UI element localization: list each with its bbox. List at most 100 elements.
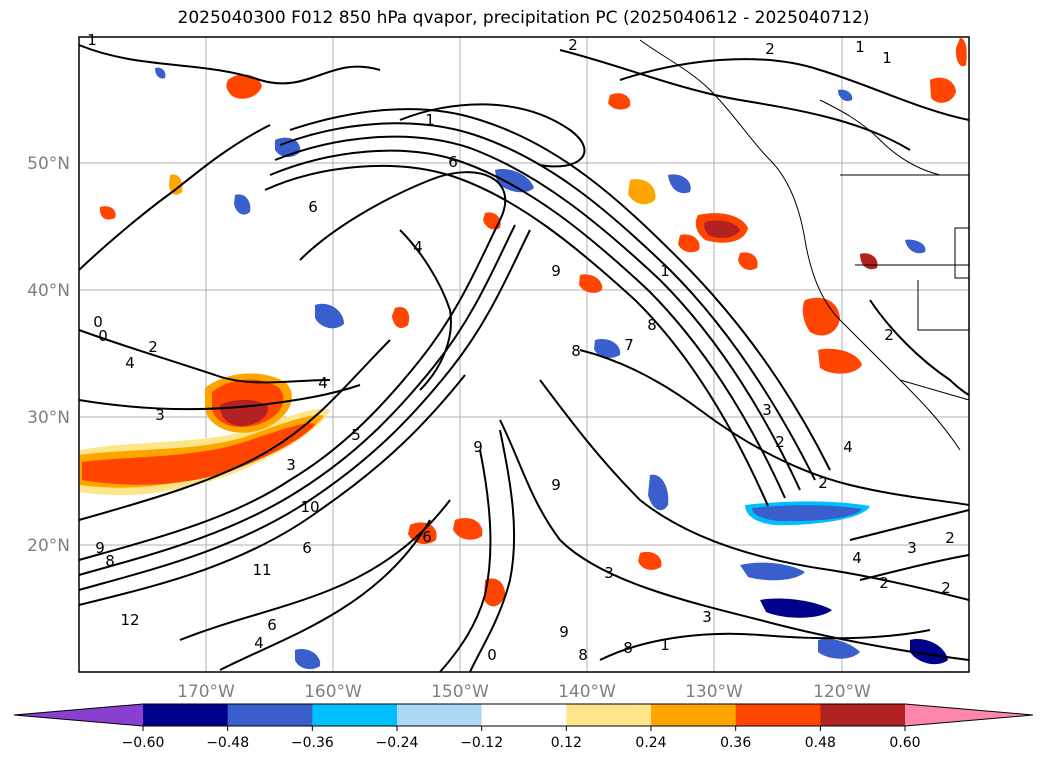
lon-tick-label: 140°W xyxy=(558,682,616,702)
contour-label: 2 xyxy=(945,529,955,547)
contour-label: 1 xyxy=(87,31,97,49)
precip-patch xyxy=(315,303,344,329)
contour-line xyxy=(78,171,507,561)
contour-label: 2 xyxy=(568,36,578,54)
coastlines xyxy=(639,39,970,451)
colorbar-segment xyxy=(735,704,821,726)
contour-label: 9 xyxy=(551,476,561,494)
contour-line xyxy=(264,164,769,507)
precip-patch xyxy=(760,598,832,618)
precip-patch xyxy=(802,297,840,336)
map-frame xyxy=(78,36,970,673)
contour-label: 6 xyxy=(448,153,458,171)
precip-patch xyxy=(740,562,805,581)
contour-label: 0 xyxy=(487,646,497,664)
contour-line xyxy=(619,58,970,121)
lon-tick-label: 170°W xyxy=(177,682,235,702)
precip-patch xyxy=(169,174,183,195)
contour-line xyxy=(869,299,970,396)
contour-label: 9 xyxy=(551,262,561,280)
precip-patch xyxy=(608,93,631,110)
contour-label: 3 xyxy=(762,401,772,419)
contour-line xyxy=(399,103,586,168)
contour-label: 0 xyxy=(93,313,103,331)
colorbar-segment xyxy=(651,704,737,726)
lat-tick-label: 50°N xyxy=(27,154,70,174)
precip-patch xyxy=(905,239,926,254)
contour-label: 4 xyxy=(843,438,853,456)
contour-line xyxy=(499,419,970,661)
contour-label: 1 xyxy=(660,636,670,654)
contour-label: 8 xyxy=(623,639,633,657)
contour-label: 2 xyxy=(818,474,828,492)
contour-label: 4 xyxy=(254,634,264,652)
contour-line xyxy=(274,135,801,491)
colorbar-segment xyxy=(481,704,567,726)
colorbar-segment xyxy=(566,704,652,726)
contour-label: 4 xyxy=(125,354,135,372)
precip-patch xyxy=(678,234,700,253)
precip-patch xyxy=(495,169,534,193)
contour-label: 5 xyxy=(351,426,361,444)
contour-label: 8 xyxy=(571,342,581,360)
precip-patch xyxy=(838,89,853,101)
lat-tick-label: 20°N xyxy=(27,536,70,556)
precip-positive-patches xyxy=(80,38,967,607)
colorbar-segment xyxy=(143,704,229,726)
contour-label: 10 xyxy=(300,498,319,516)
contour-line xyxy=(599,629,931,661)
precip-patch xyxy=(628,179,656,205)
contour-label: 2 xyxy=(148,338,158,356)
contour-label: 3 xyxy=(907,539,917,557)
contour-label: 1 xyxy=(855,38,865,56)
contour-label: 9 xyxy=(473,438,483,456)
contour-line xyxy=(859,554,970,581)
contour-label: 1 xyxy=(660,262,670,280)
contour-label: 6 xyxy=(302,539,312,557)
precip-patch xyxy=(594,338,621,358)
map-title: 2025040300 F012 850 hPa qvapor, precipit… xyxy=(177,8,870,28)
contour-line xyxy=(539,379,970,601)
precip-patch xyxy=(738,252,758,271)
contour-line xyxy=(179,499,451,641)
contour-line xyxy=(78,339,391,521)
precip-patch xyxy=(930,77,956,103)
lon-tick-label: 120°W xyxy=(813,682,871,702)
contour-label: 6 xyxy=(308,198,318,216)
contour-line xyxy=(279,122,816,481)
lon-tick-label: 150°W xyxy=(431,682,489,702)
precip-patch xyxy=(910,639,948,665)
contour-label: 7 xyxy=(624,336,634,354)
contour-label: 1 xyxy=(425,111,435,129)
precip-patch xyxy=(226,74,262,99)
lat-tick-label: 40°N xyxy=(27,281,70,301)
precip-patch xyxy=(483,212,501,230)
map-plot-area xyxy=(78,36,970,673)
colorbar-extension-low xyxy=(14,704,143,726)
colorbar-tick-label: −0.36 xyxy=(291,735,334,751)
precip-patch xyxy=(234,194,251,215)
precip-patch xyxy=(818,638,860,659)
lat-tick-label: 30°N xyxy=(27,408,70,428)
contour-line xyxy=(849,509,970,541)
contour-label: 0 xyxy=(98,327,108,345)
colorbar-tick-label: −0.48 xyxy=(206,735,249,751)
colorbar-tick-label: 0.48 xyxy=(805,735,836,751)
contour-label: 2 xyxy=(879,574,889,592)
lon-tick-label: 130°W xyxy=(685,682,743,702)
contour-label: 8 xyxy=(578,646,588,664)
contour-label: 1 xyxy=(882,49,892,67)
border-line xyxy=(899,379,970,401)
contour-label: 4 xyxy=(852,549,862,567)
contour-line xyxy=(219,519,431,671)
contour-line xyxy=(78,374,466,606)
precip-patch xyxy=(484,578,506,607)
precip-patch xyxy=(82,423,316,485)
precip-patch xyxy=(668,174,691,194)
contour-label: 3 xyxy=(286,456,296,474)
precip-patch xyxy=(704,220,740,238)
contour-line xyxy=(78,224,516,576)
colorbar-tick-label: 0.36 xyxy=(720,735,751,751)
